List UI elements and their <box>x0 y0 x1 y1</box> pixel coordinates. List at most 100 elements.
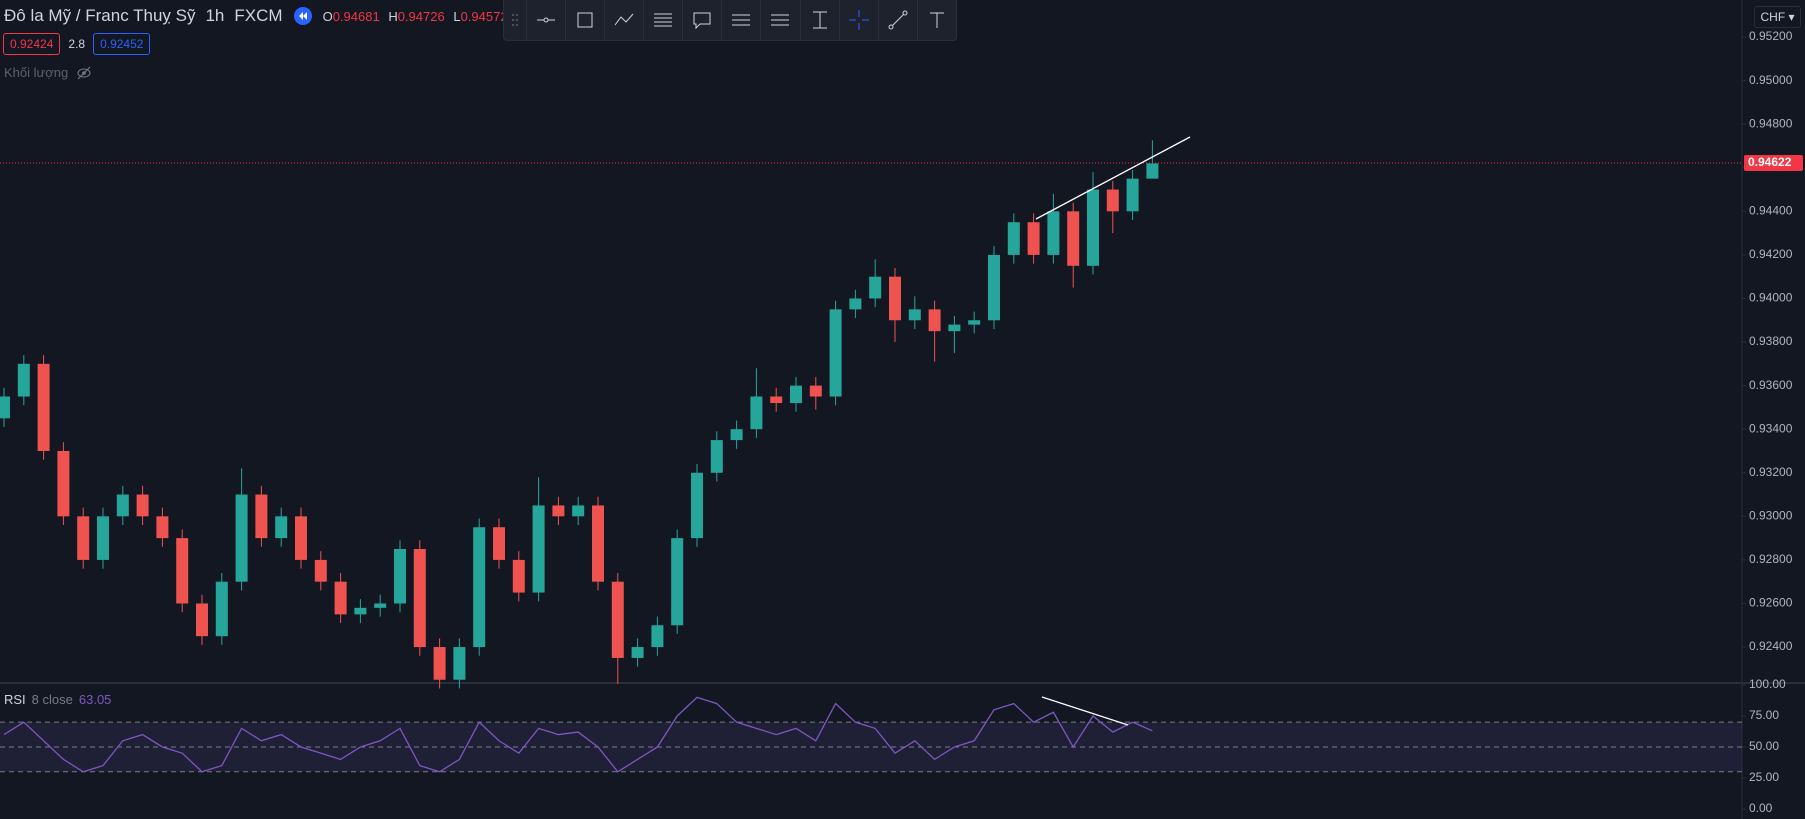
y-tick-label: 25.00 <box>1749 770 1779 784</box>
candle-body <box>314 559 327 582</box>
tool-horizontal-line[interactable] <box>525 0 565 40</box>
candle-body <box>1126 178 1139 212</box>
y-tick-label: 0.92800 <box>1749 552 1793 566</box>
candle-body <box>512 559 525 593</box>
ohlc-key: O <box>322 8 333 24</box>
trend-line[interactable] <box>1041 696 1129 726</box>
volume-legend: Khối lượng <box>4 65 92 80</box>
candle-body <box>809 385 822 397</box>
drag-handle[interactable] <box>504 0 526 40</box>
candle-body <box>988 254 1000 321</box>
candle-body <box>97 516 109 560</box>
candle-body <box>433 647 446 680</box>
candle-body <box>928 309 941 332</box>
candle-body <box>116 494 129 517</box>
candle-body <box>235 494 248 582</box>
candle-body <box>334 581 347 615</box>
candle-body <box>196 603 208 637</box>
rsi-line <box>3 696 1153 773</box>
candle-body <box>1067 211 1080 266</box>
tool-long[interactable] <box>721 0 760 40</box>
candle-body <box>968 320 981 325</box>
candle-body <box>473 527 486 648</box>
candle-body <box>908 309 921 321</box>
tool-path[interactable] <box>603 0 643 40</box>
trend-line[interactable] <box>1035 136 1191 220</box>
tool-fib[interactable] <box>642 0 682 40</box>
sell-button[interactable]: 0.92424 <box>3 33 61 55</box>
candle-body <box>552 505 565 517</box>
symbol-header: Đô la Mỹ / Franc Thuỵ Sỹ 1h FXCM O0.9468… <box>4 6 513 26</box>
candle-body <box>730 429 743 441</box>
candle-body <box>1027 222 1040 255</box>
candle-body <box>17 363 30 397</box>
tool-short[interactable] <box>760 0 799 40</box>
hidden-icon[interactable] <box>76 66 92 80</box>
y-tick-label: 100.00 <box>1749 677 1786 691</box>
candle-body <box>493 527 505 560</box>
last-price-label: 0.94622 <box>1748 155 1792 169</box>
y-tick-label: 0.95000 <box>1749 73 1793 87</box>
candle-body <box>1047 211 1060 255</box>
candle-body <box>1007 222 1020 255</box>
rsi-legend: RSI 8 close 63.05 <box>4 692 111 707</box>
candle-body <box>532 505 545 593</box>
y-tick-label: 50.00 <box>1749 739 1779 753</box>
y-tick-label: 0.93600 <box>1749 378 1793 392</box>
candle-body <box>592 505 604 582</box>
y-tick-label: 75.00 <box>1749 708 1779 722</box>
tool-rectangle[interactable] <box>564 0 604 40</box>
candle-body <box>215 581 228 637</box>
candle-body <box>770 396 783 404</box>
tool-price-range[interactable] <box>799 0 839 40</box>
currency-button[interactable]: CHF ▾ <box>1754 6 1801 28</box>
candle-body <box>295 516 307 560</box>
candle-body <box>453 647 466 680</box>
replay-icon[interactable] <box>293 6 313 26</box>
y-tick-label: 0.94400 <box>1749 203 1793 217</box>
candle-body <box>849 298 862 310</box>
interval[interactable]: 1h <box>205 6 225 25</box>
rsi-pane: 0.00 25.00 50.00 75.00 100.00 <box>0 677 1786 815</box>
candle-body <box>374 603 387 608</box>
tool-callout[interactable] <box>682 0 721 40</box>
ohlc-value: 0.94572 <box>460 8 508 24</box>
candle-body <box>1146 163 1159 179</box>
candle-body <box>829 309 842 397</box>
candle-body <box>1106 189 1119 212</box>
y-tick-label: 0.93000 <box>1749 509 1793 523</box>
candle-body <box>710 440 723 473</box>
ohlc-key: L <box>453 8 461 24</box>
candle-body <box>790 385 802 404</box>
y-tick-label: 0.93400 <box>1749 421 1793 435</box>
buy-button[interactable]: 0.92452 <box>93 33 151 55</box>
tool-trend-line[interactable] <box>877 0 917 40</box>
y-tick-label: 0.92600 <box>1749 596 1793 610</box>
candle-body <box>354 607 367 615</box>
candle-body <box>255 494 268 539</box>
symbol[interactable]: Đô la Mỹ / Franc Thuỵ Sỹ <box>4 6 196 25</box>
candle-body <box>57 450 70 517</box>
main-pane: 0.92400 0.92600 0.92800 0.93000 0.93200 0.934… <box>0 29 1803 689</box>
tool-crosshair[interactable] <box>838 0 878 40</box>
rsi-value: 63.05 <box>78 692 112 707</box>
y-tick-label: 0.94200 <box>1749 247 1793 261</box>
ohlc: O0.94681 H0.94726 L0.94572 <box>323 9 513 24</box>
last-price-box <box>1744 154 1803 171</box>
y-tick-label: 0.00 <box>1749 801 1773 815</box>
exchange: FXCM <box>234 6 283 25</box>
rsi-title: RSI <box>4 692 26 707</box>
candle-body <box>869 276 882 299</box>
tool-text[interactable] <box>916 0 956 40</box>
y-tick-label: 0.94800 <box>1749 116 1793 130</box>
candle-body <box>394 549 406 604</box>
candle-body <box>651 625 664 648</box>
candle-body <box>611 581 624 658</box>
ohlc-key: H <box>388 8 398 24</box>
candle-body <box>671 538 684 626</box>
y-tick-label: 0.95200 <box>1749 29 1793 43</box>
candle-body <box>413 549 426 648</box>
drawing-toolbar <box>503 0 957 41</box>
candle-body <box>889 276 901 321</box>
